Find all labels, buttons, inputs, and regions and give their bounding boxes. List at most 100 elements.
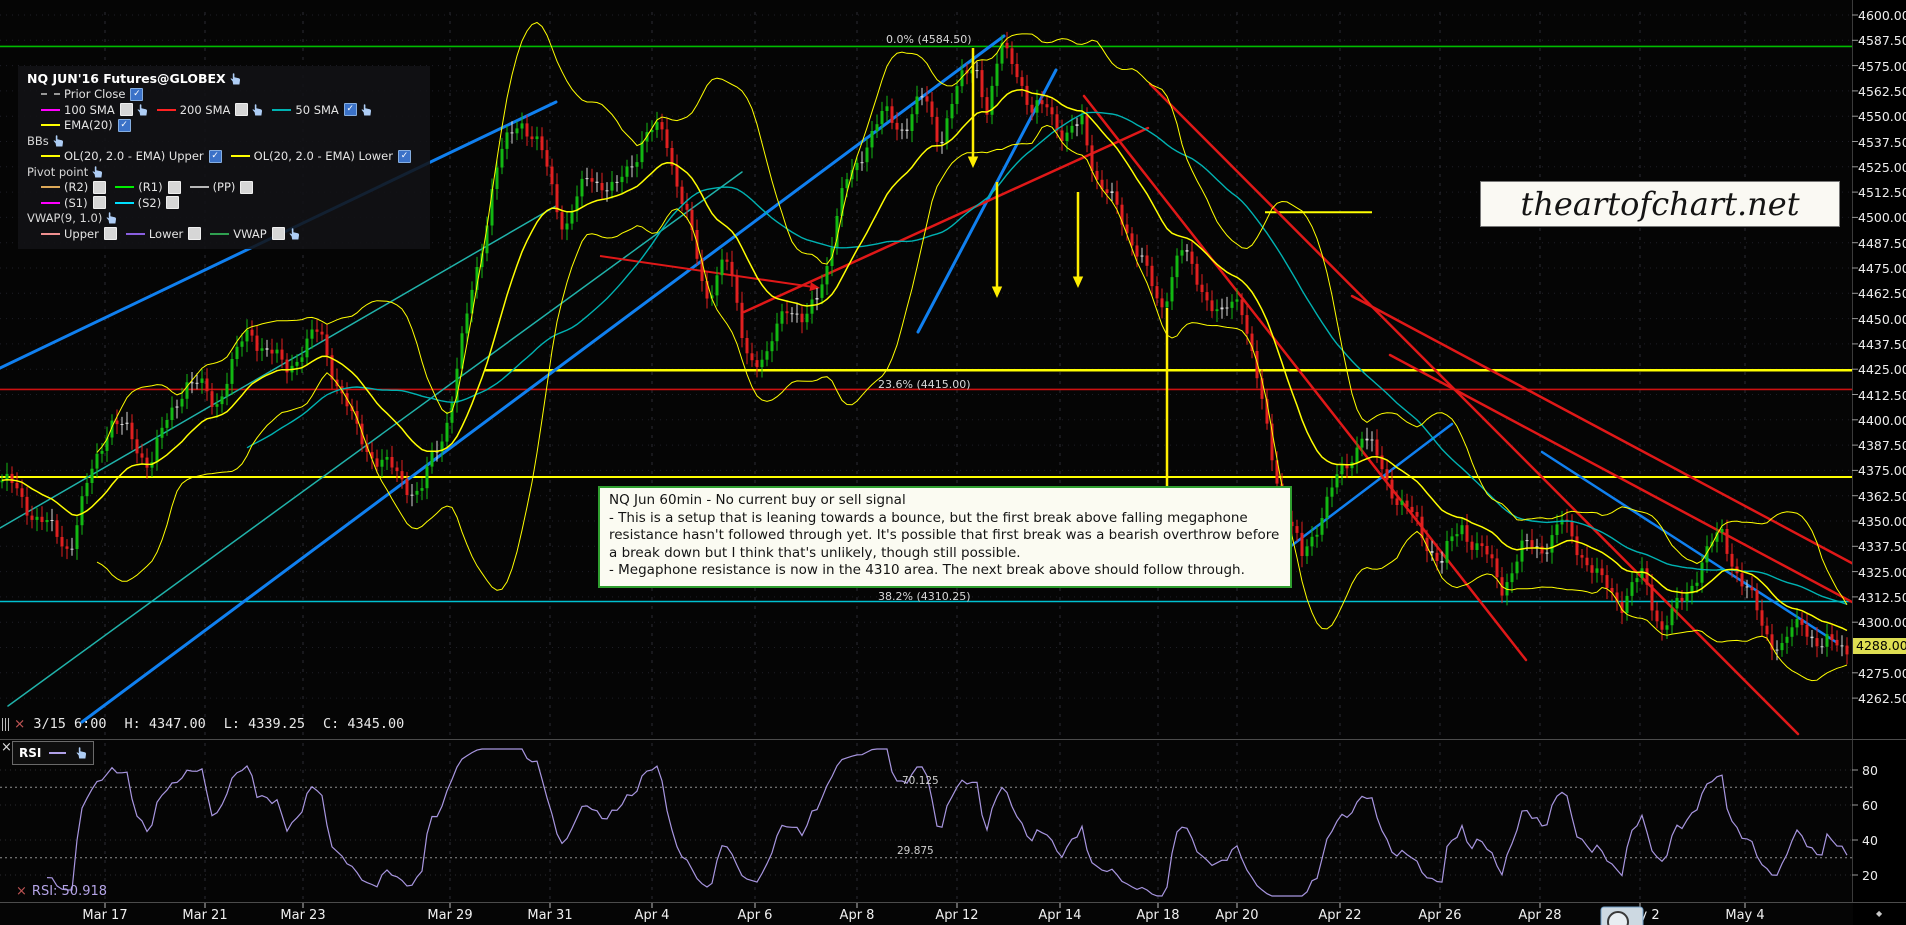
- hand-cursor-icon[interactable]: [230, 72, 241, 85]
- legend-label[interactable]: VWAP: [233, 226, 267, 241]
- legend-label[interactable]: Pivot point: [27, 164, 89, 179]
- zoom-tool-icon[interactable]: [1600, 906, 1648, 925]
- legend-item-ol-20-2-0-ema-lower[interactable]: OL(20, 2.0 - EMA) Lower ✓: [230, 149, 411, 164]
- price-axis-label: 4462.50: [1858, 286, 1906, 302]
- legend-item-s1[interactable]: (S1): [41, 196, 106, 210]
- legend-item-ol-20-2-0-ema-upper[interactable]: OL(20, 2.0 - EMA) Upper ✓: [41, 149, 222, 163]
- hand-cursor-icon[interactable]: [106, 212, 117, 224]
- line-swatch-icon: [189, 186, 209, 189]
- legend-label[interactable]: Lower: [148, 226, 184, 241]
- current-price-tag: 4288.00: [1853, 638, 1906, 655]
- rsi-value-text: RSI: 50.918: [31, 884, 108, 899]
- legend-item-upper[interactable]: Upper: [41, 227, 117, 241]
- legend-label[interactable]: (R1): [138, 180, 163, 195]
- hand-cursor-icon[interactable]: [92, 165, 103, 178]
- delete-study-icon[interactable]: ×: [16, 884, 27, 899]
- panel-close-icon[interactable]: ×: [1, 740, 12, 755]
- legend-label[interactable]: (S2): [137, 195, 162, 210]
- watermark: theartofchart.net: [1480, 181, 1840, 227]
- time-axis-label: Apr 28: [1518, 908, 1562, 923]
- legend-label[interactable]: (R2): [64, 180, 89, 195]
- legend-item-r1[interactable]: (R1): [115, 180, 181, 195]
- line-swatch-icon: [156, 108, 176, 111]
- annotation-note[interactable]: NQ Jun 60min - No current buy or sell si…: [598, 486, 1292, 588]
- fib-level-label-23-6: 23.6% (4415.00): [878, 378, 971, 391]
- delete-study-icon[interactable]: ×: [14, 716, 26, 732]
- legend-item-vwap-9-1-0[interactable]: VWAP(9, 1.0): [27, 211, 117, 225]
- legend-item-ema-20[interactable]: EMA(20) ✓: [41, 118, 131, 132]
- legend-item-200-sma[interactable]: 200 SMA: [156, 102, 264, 117]
- time-axis-label: Apr 4: [634, 908, 670, 923]
- checkbox-ol-20-2-0-ema-lower[interactable]: ✓: [397, 149, 411, 163]
- legend-item-nq-jun-16-futures-globex[interactable]: NQ JUN'16 Futures@GLOBEX: [27, 71, 241, 86]
- legend-row: Prior Close ✓: [27, 87, 420, 103]
- rsi-value-readout: × RSI: 50.918: [16, 884, 107, 899]
- checkbox-prior-close[interactable]: ✓: [130, 87, 144, 101]
- legend-label[interactable]: 100 SMA: [64, 102, 115, 117]
- legend-item-vwap[interactable]: VWAP: [210, 227, 299, 241]
- checkbox-200-sma[interactable]: [235, 103, 249, 117]
- rsi-plot-area[interactable]: [0, 630, 1852, 897]
- legend-label[interactable]: (PP): [212, 180, 236, 195]
- checkbox-ol-20-2-0-ema-upper[interactable]: ✓: [208, 149, 222, 163]
- legend-label[interactable]: BBs: [27, 133, 49, 148]
- legend-item-50-sma[interactable]: 50 SMA ✓: [272, 103, 371, 117]
- hand-cursor-icon[interactable]: [137, 103, 148, 116]
- legend-label[interactable]: VWAP(9, 1.0): [27, 211, 103, 226]
- price-axis-label: 4537.50: [1858, 134, 1906, 150]
- price-axis-label: 4325.00: [1858, 564, 1906, 580]
- price-axis-label: 4400.00: [1858, 412, 1906, 428]
- checkbox-ema-20[interactable]: ✓: [117, 118, 131, 132]
- checkbox-r1[interactable]: [167, 180, 181, 194]
- hand-cursor-icon[interactable]: [53, 134, 64, 147]
- price-axis-label: 4587.50: [1858, 33, 1906, 49]
- legend-label[interactable]: Upper: [64, 226, 99, 241]
- legend-label[interactable]: OL(20, 2.0 - EMA) Upper: [64, 149, 204, 164]
- legend-label[interactable]: Prior Close: [64, 87, 126, 102]
- legend-item-pp[interactable]: (PP): [189, 180, 254, 195]
- legend-row: Upper Lower VWAP: [27, 226, 420, 242]
- checkbox-pp[interactable]: [240, 180, 254, 194]
- legend-row: Pivot point: [27, 164, 420, 180]
- legend-item-prior-close[interactable]: Prior Close ✓: [41, 87, 144, 102]
- legend-label[interactable]: EMA(20): [64, 118, 113, 133]
- legend-label[interactable]: NQ JUN'16 Futures@GLOBEX: [27, 71, 226, 87]
- study-legend-panel: NQ JUN'16 Futures@GLOBEX Prior Close ✓ 100 …: [18, 66, 430, 249]
- checkbox-lower[interactable]: [188, 227, 202, 241]
- legend-item-r2[interactable]: (R2): [41, 180, 107, 195]
- hand-cursor-icon[interactable]: [252, 103, 263, 116]
- hand-cursor-icon[interactable]: [361, 103, 372, 116]
- legend-item-s2[interactable]: (S2): [114, 195, 180, 210]
- checkbox-r2[interactable]: [93, 180, 107, 194]
- legend-label[interactable]: 50 SMA: [295, 102, 339, 117]
- checkbox-s2[interactable]: [166, 196, 180, 210]
- legend-row: BBs: [27, 133, 420, 149]
- checkbox-50-sma[interactable]: ✓: [343, 103, 357, 117]
- hand-cursor-icon[interactable]: [289, 227, 300, 240]
- legend-label[interactable]: OL(20, 2.0 - EMA) Lower: [253, 149, 393, 164]
- legend-item-lower[interactable]: Lower: [125, 226, 202, 241]
- price-axis-label: 4262.50: [1858, 691, 1906, 707]
- time-axis-label: Apr 20: [1215, 908, 1259, 923]
- fib-level-label-0: 0.0% (4584.50): [886, 33, 972, 46]
- legend-item-100-sma[interactable]: 100 SMA: [41, 103, 148, 117]
- line-swatch-icon: [41, 93, 60, 96]
- checkbox-upper[interactable]: [103, 227, 117, 241]
- drag-grip-icon[interactable]: [2, 718, 10, 731]
- rsi-panel-header[interactable]: RSI: [12, 741, 94, 765]
- price-axis-label: 4337.50: [1858, 539, 1906, 555]
- legend-label[interactable]: 200 SMA: [179, 102, 231, 117]
- legend-label[interactable]: (S1): [64, 195, 88, 210]
- price-axis-label: 4475.00: [1858, 261, 1906, 276]
- hand-cursor-icon[interactable]: [76, 747, 87, 759]
- checkbox-100-sma[interactable]: [119, 103, 133, 117]
- status-close: C: 4345.00: [323, 716, 405, 732]
- legend-item-bbs[interactable]: BBs: [27, 134, 64, 148]
- line-swatch-icon: [115, 186, 135, 189]
- time-axis-label: Apr 6: [737, 908, 773, 923]
- legend-item-pivot-point[interactable]: Pivot point: [27, 165, 103, 179]
- checkbox-s1[interactable]: [92, 196, 106, 210]
- price-axis-label: 4275.00: [1858, 665, 1906, 681]
- checkbox-vwap[interactable]: [271, 227, 285, 241]
